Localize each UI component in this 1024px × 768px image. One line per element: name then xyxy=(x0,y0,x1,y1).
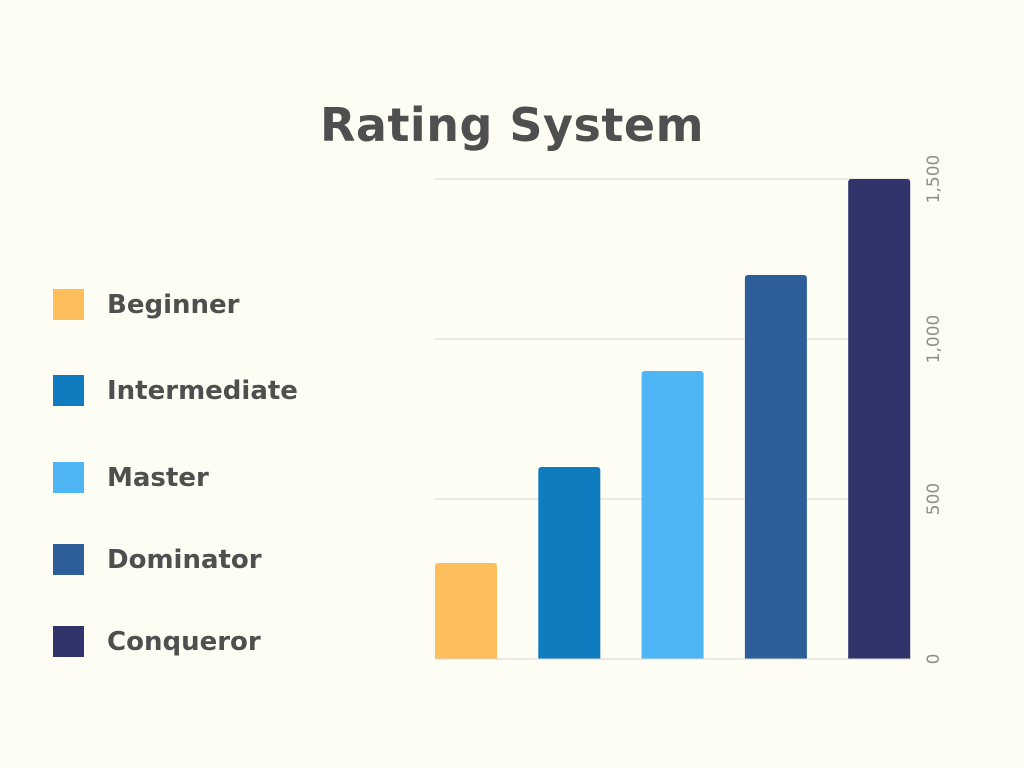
legend-swatch xyxy=(53,544,84,575)
bar-dominator xyxy=(744,275,807,659)
y-tick-label: 0 xyxy=(924,654,944,665)
legend-item-master: Master xyxy=(53,461,353,495)
legend-swatch xyxy=(53,626,84,657)
chart-title: Rating System xyxy=(319,98,705,152)
y-tick-label: 1,000 xyxy=(924,315,944,364)
legend-label: Beginner xyxy=(107,290,240,320)
legend-swatch xyxy=(53,375,84,406)
legend-swatch xyxy=(53,289,84,320)
bar-master xyxy=(641,371,704,659)
bar-base-master xyxy=(641,655,704,659)
bar-intermediate xyxy=(538,467,601,659)
legend-item-intermediate: Intermediate xyxy=(53,374,353,408)
legend-swatch xyxy=(53,462,84,493)
legend-label: Dominator xyxy=(107,545,262,575)
y-tick-label: 500 xyxy=(924,483,944,515)
legend-item-dominator: Dominator xyxy=(53,543,353,577)
bar-base-beginner xyxy=(435,655,497,659)
bar-beginner xyxy=(435,563,497,659)
legend-item-beginner: Beginner xyxy=(53,288,353,322)
legend-item-conqueror: Conqueror xyxy=(53,625,353,659)
legend-label: Conqueror xyxy=(107,627,261,657)
legend-label: Intermediate xyxy=(107,376,298,406)
legend-label: Master xyxy=(107,463,209,493)
bar-base-intermediate xyxy=(538,655,601,659)
bar-base-dominator xyxy=(744,655,807,659)
y-tick-label: 1,500 xyxy=(924,155,944,204)
bar-conqueror xyxy=(848,179,911,659)
bar-base-conqueror xyxy=(848,655,911,659)
